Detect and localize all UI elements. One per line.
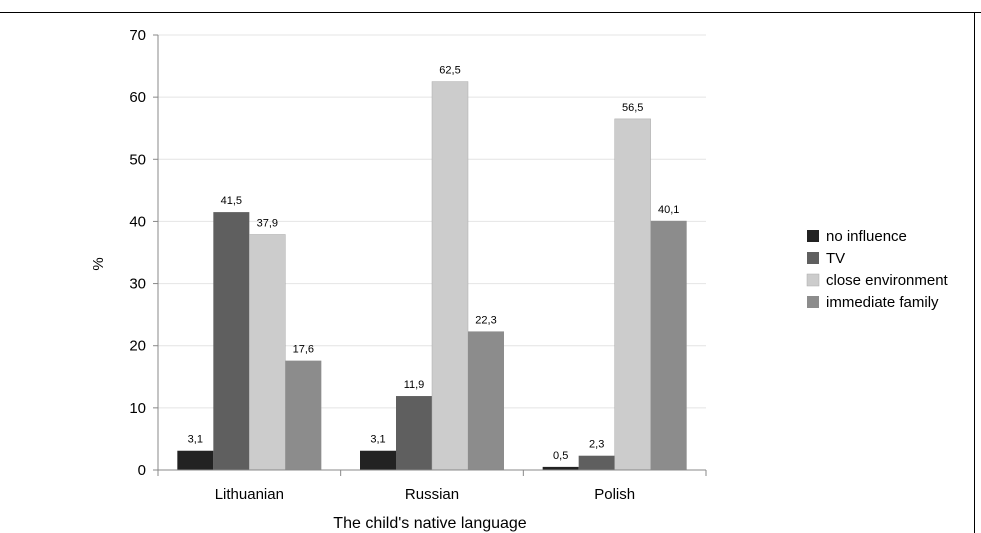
frame-top-border bbox=[0, 12, 981, 13]
data-label: 37,9 bbox=[257, 217, 278, 229]
x-tick-label: Polish bbox=[594, 486, 635, 503]
x-tick-label: Russian bbox=[405, 486, 459, 503]
y-tick-label: 50 bbox=[129, 151, 146, 168]
data-labels: 3,1 41,5 37,9 17,6 3,1 11,9 62,5 22,3 0,5 2,3 56,5… bbox=[188, 65, 680, 462]
bars bbox=[177, 81, 687, 471]
bar-close-environment-polish bbox=[614, 118, 651, 471]
legend-swatch bbox=[807, 296, 819, 308]
bar-no-influence-polish bbox=[542, 466, 579, 470]
y-tick-label: 40 bbox=[129, 213, 146, 230]
bar-TV-polish bbox=[578, 455, 615, 470]
data-label: 11,9 bbox=[404, 379, 425, 391]
axes: 0 10 20 30 40 50 60 70 Lithuanian Russian Polish bbox=[129, 27, 707, 503]
data-label: 3,1 bbox=[188, 434, 203, 446]
data-label: 3,1 bbox=[370, 434, 385, 446]
bar-close-environment-russian bbox=[431, 81, 469, 471]
bar-no-influence-lithuanian bbox=[177, 450, 214, 470]
y-tick-label: 60 bbox=[129, 89, 146, 106]
bar-immediate-family-russian bbox=[468, 331, 504, 470]
bar-close-environment-lithuanian bbox=[249, 234, 286, 471]
y-axis-title: % bbox=[90, 257, 107, 270]
y-tick-label: 20 bbox=[129, 338, 146, 355]
data-label: 17,6 bbox=[293, 344, 314, 356]
legend-swatch bbox=[807, 252, 819, 264]
data-label: 0,5 bbox=[553, 450, 568, 462]
legend-label: no influence bbox=[826, 228, 907, 245]
legend-label: immediate family bbox=[826, 294, 939, 311]
bar-immediate-family-polish bbox=[650, 220, 687, 470]
legend-label: close environment bbox=[826, 272, 949, 289]
legend-swatch bbox=[807, 230, 819, 242]
data-label: 40,1 bbox=[658, 204, 679, 216]
y-tick-label: 30 bbox=[129, 276, 146, 293]
y-tick-label: 10 bbox=[129, 400, 146, 417]
x-tick-label: Lithuanian bbox=[215, 486, 284, 503]
bar-TV-lithuanian bbox=[213, 212, 250, 470]
data-label: 56,5 bbox=[622, 102, 643, 114]
y-tick-label: 0 bbox=[138, 462, 146, 479]
x-axis-title: The child's native language bbox=[333, 515, 527, 532]
legend-label: TV bbox=[826, 250, 845, 267]
bar-TV-russian bbox=[396, 396, 432, 470]
bar-immediate-family-lithuanian bbox=[285, 360, 322, 470]
data-label: 62,5 bbox=[439, 65, 460, 77]
frame-right-border bbox=[974, 12, 975, 533]
bar-no-influence-russian bbox=[360, 450, 396, 470]
data-label: 41,5 bbox=[221, 195, 242, 207]
y-tick-label: 70 bbox=[129, 27, 146, 44]
legend: no influence TV close environment immediate… bbox=[806, 228, 949, 311]
data-label: 2,3 bbox=[589, 439, 604, 451]
legend-swatch bbox=[806, 273, 820, 287]
data-label: 22,3 bbox=[475, 314, 496, 326]
